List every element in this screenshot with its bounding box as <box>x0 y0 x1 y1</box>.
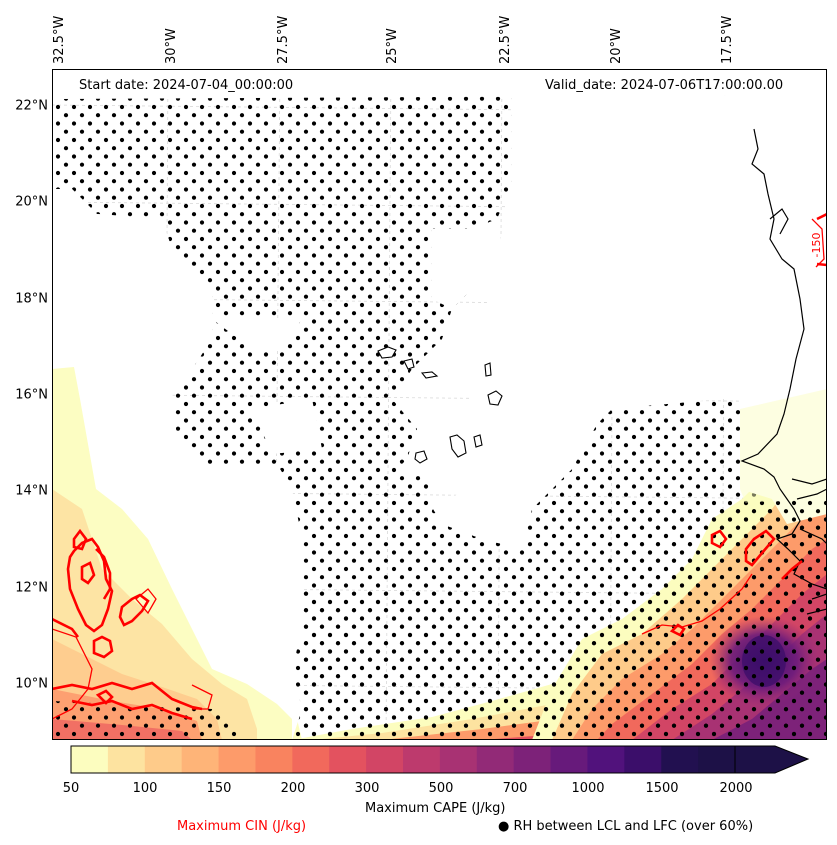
lat-label-20n: 20°N <box>15 194 48 210</box>
lon-label-27.5w: 27.5°W <box>276 15 291 64</box>
cb-tick-150: 150 <box>206 781 232 796</box>
lat-label-12n: 12°N <box>15 580 48 596</box>
cb-tick-2000: 2000 <box>719 781 753 796</box>
colorbar-segment <box>144 746 183 773</box>
cin-legend-label: Maximum CIN (J/kg) <box>177 819 307 834</box>
lat-label-14n: 14°N <box>15 483 48 499</box>
colorbar-frame <box>70 745 736 774</box>
colorbar-title: Maximum CAPE (J/kg) <box>365 801 506 816</box>
colorbar-segment <box>550 746 588 773</box>
colorbar-segment <box>439 746 478 773</box>
colorbar-segment <box>624 746 662 773</box>
colorbar-segments <box>71 746 736 773</box>
colorbar-segment <box>366 746 404 773</box>
colorbar-segment <box>218 746 256 773</box>
colorbar-segment <box>513 746 551 773</box>
lon-label-22.5w: 22.5°W <box>498 15 513 64</box>
cb-tick-200: 200 <box>280 781 306 796</box>
colorbar-segment <box>71 746 109 773</box>
lon-label-20w: 20°W <box>609 28 624 64</box>
cb-tick-500: 500 <box>428 781 454 796</box>
colorbar-segment <box>476 746 515 773</box>
colorbar-segment <box>403 746 441 773</box>
lat-label-16n: 16°N <box>15 387 48 403</box>
rh-legend-label: ● RH between LCL and LFC (over 60%) <box>498 819 754 834</box>
cb-tick-50: 50 <box>62 781 80 796</box>
cb-tick-1000: 1000 <box>571 781 605 796</box>
cin-contours <box>52 212 827 721</box>
cape-colorbar <box>70 745 810 774</box>
map-frame <box>52 69 827 740</box>
cb-tick-100: 100 <box>132 781 158 796</box>
lon-label-25w: 25°W <box>385 28 400 64</box>
cb-tick-1500: 1500 <box>645 781 679 796</box>
lon-label-30w: 30°W <box>164 28 179 64</box>
cin-contours-thin <box>52 218 825 720</box>
colorbar-segment <box>107 746 146 773</box>
colorbar-segment <box>587 746 625 773</box>
cape-verde-islands <box>377 346 503 464</box>
start-date-label: Start date: 2024-07-04_00:00:00 <box>79 78 294 93</box>
colorbar-segment <box>329 746 367 773</box>
colorbar-extend-arrow <box>734 745 810 774</box>
cb-tick-300: 300 <box>354 781 380 796</box>
valid-date-label: Valid_date: 2024-07-06T17:00:00.00 <box>545 78 784 93</box>
cape-map: -150 <box>52 69 827 740</box>
colorbar-segment <box>181 746 219 773</box>
colorbar-segment <box>255 746 293 773</box>
lat-label-10n: 10°N <box>15 676 48 692</box>
rh-stipple-over-cape <box>52 499 827 740</box>
colorbar-segment <box>661 746 699 773</box>
cb-tick-700: 700 <box>502 781 528 796</box>
cin-contour-label: -150 <box>810 233 823 258</box>
lat-label-18n: 18°N <box>15 291 48 307</box>
lon-label-32.5w: 32.5°W <box>52 15 67 64</box>
lat-label-22n: 22°N <box>15 98 48 114</box>
colorbar-segment <box>698 746 736 773</box>
lon-label-17.5w: 17.5°W <box>720 15 735 64</box>
coastline <box>740 128 827 615</box>
colorbar-segment <box>292 746 330 773</box>
